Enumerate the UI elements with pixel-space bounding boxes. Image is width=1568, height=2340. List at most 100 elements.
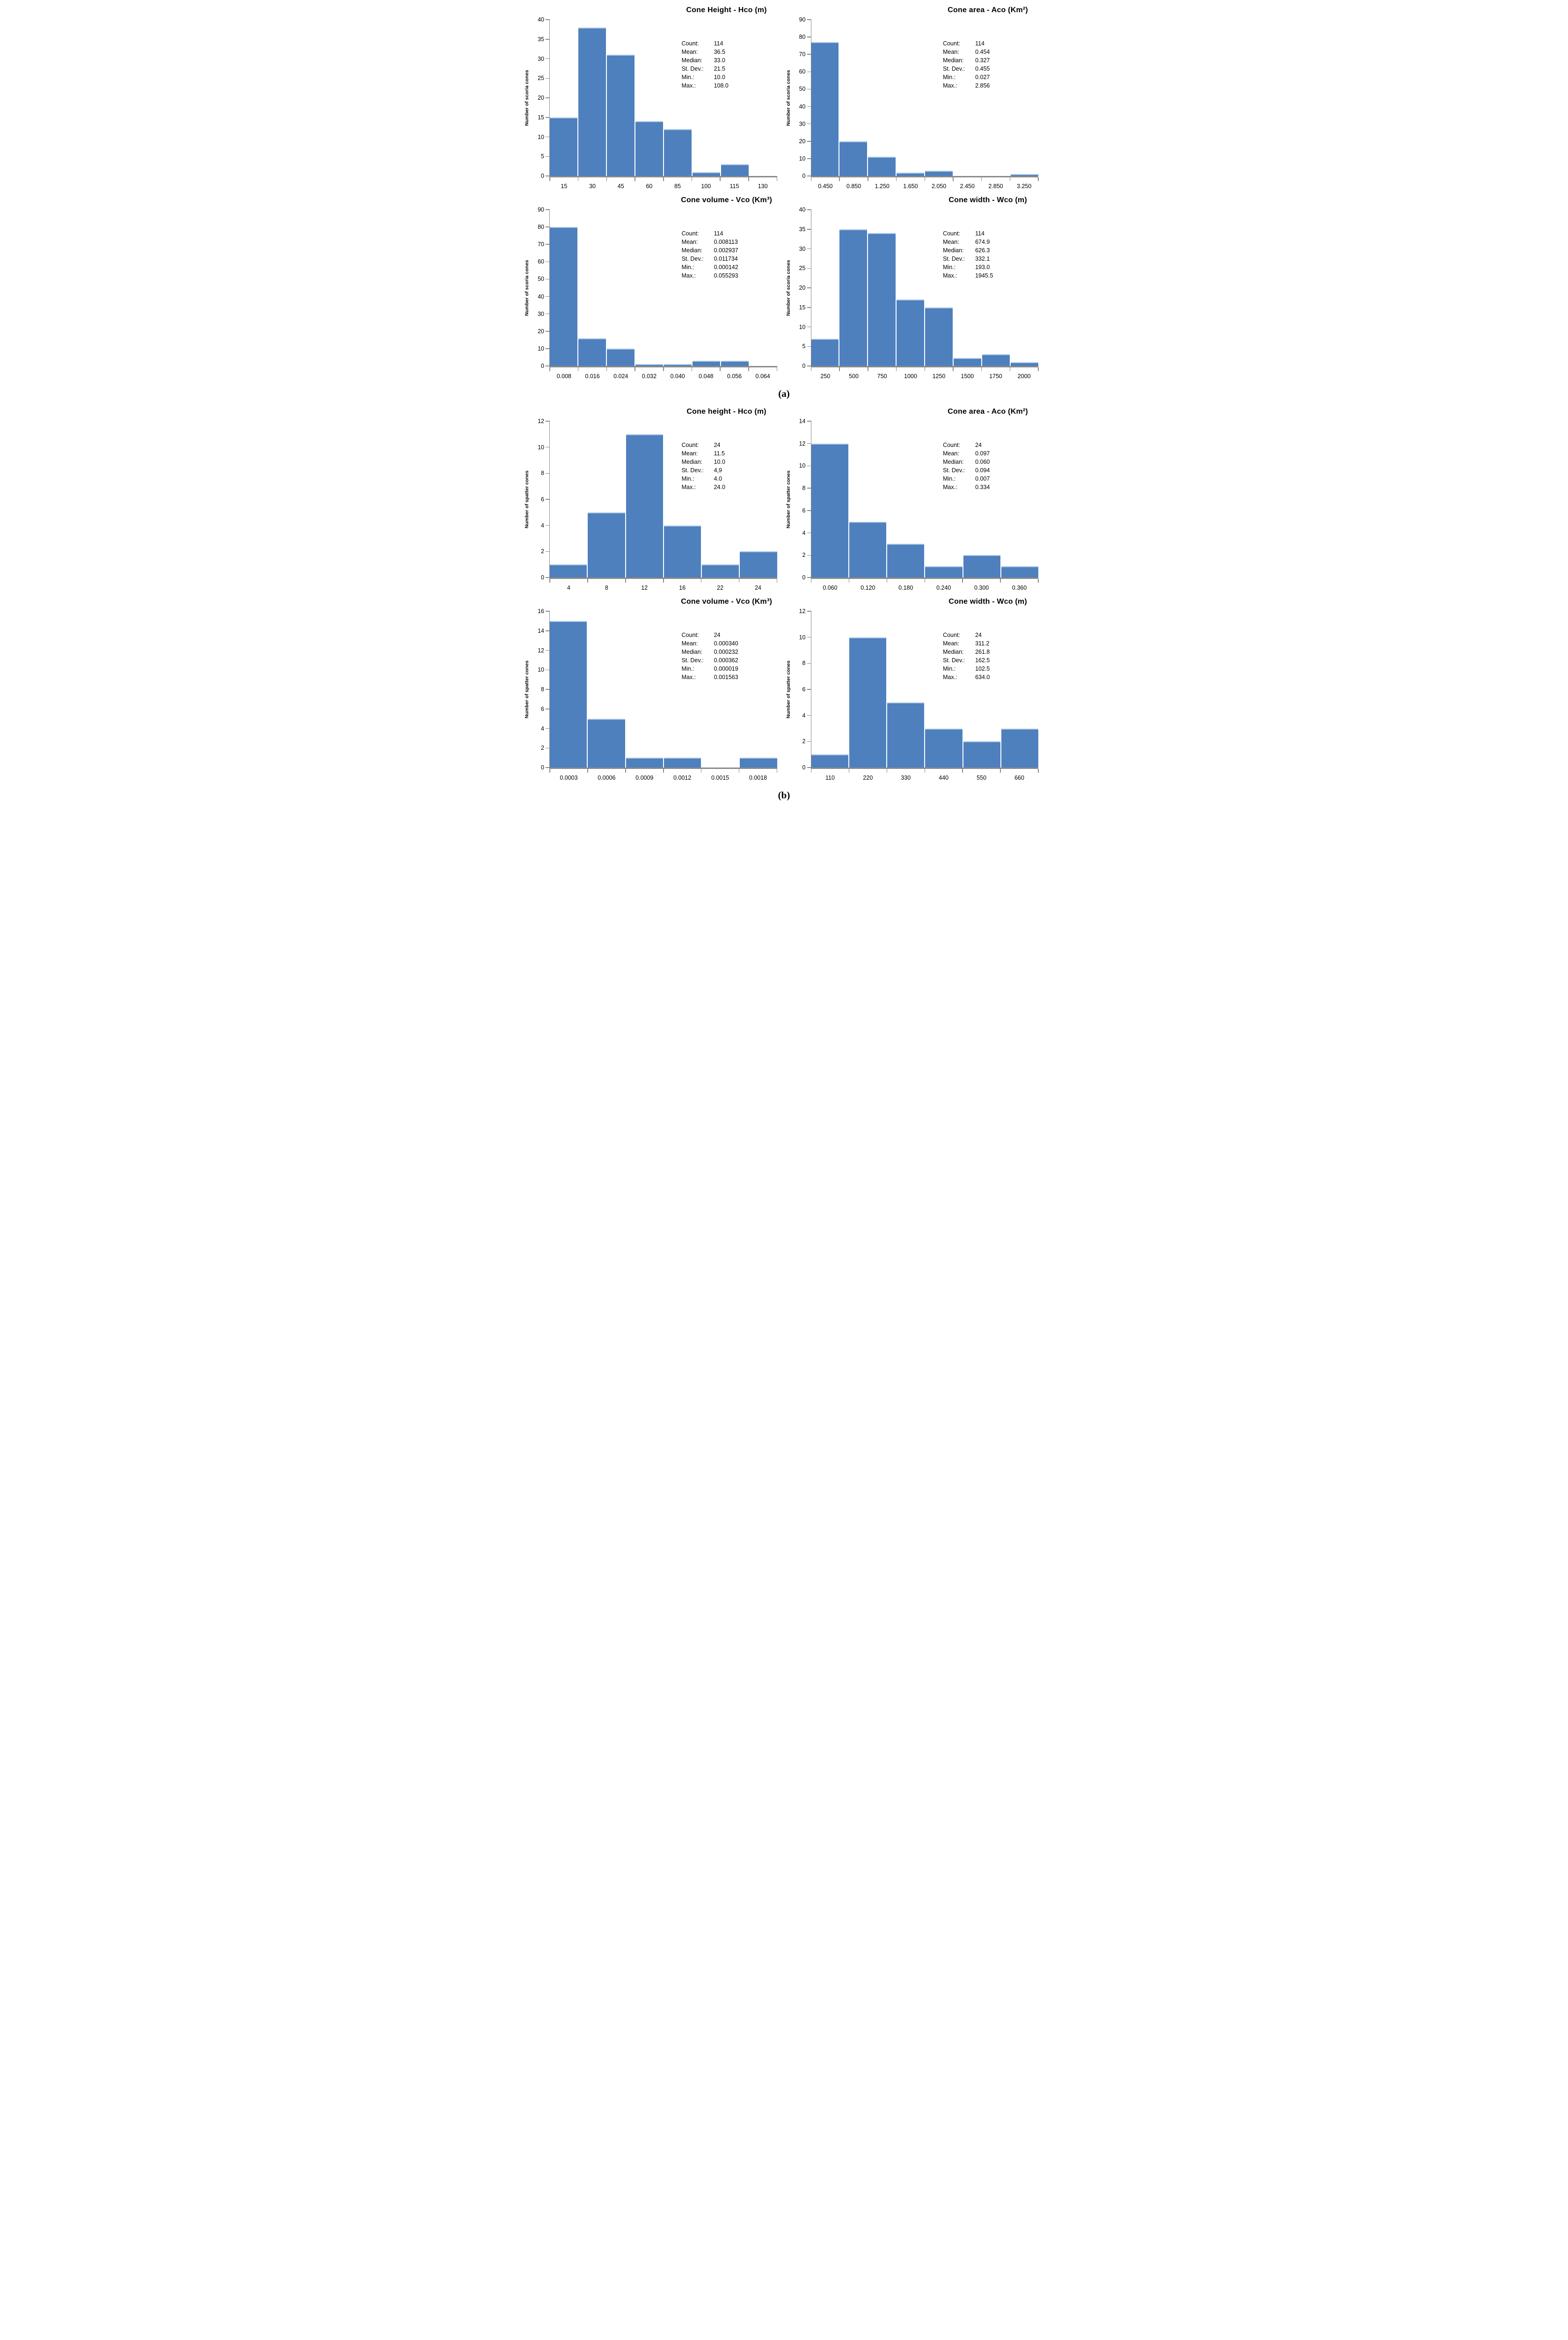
x-tick-mark (981, 367, 982, 371)
histogram-panel-a-cone-width: Cone width - Wco (m) Number of scoria con… (784, 193, 1045, 383)
bar-100 (692, 172, 720, 176)
x-tick-mark (700, 579, 702, 583)
x-tick-label: 24 (755, 585, 761, 591)
x-tick-mark (587, 579, 588, 583)
y-tick-label: 12 (538, 418, 544, 424)
bar-0.300 (963, 555, 1000, 578)
y-tick-mark (807, 715, 811, 716)
bar-1500 (954, 358, 982, 366)
x-tick-label: 440 (939, 775, 949, 781)
stat-label: St. Dev.: (681, 657, 704, 664)
stat-value: 261.8 (975, 649, 990, 655)
y-tick-label: 10 (799, 155, 806, 162)
stat-label: St. Dev.: (681, 467, 704, 474)
stat-value: 114 (714, 230, 723, 237)
x-tick-mark (810, 769, 812, 773)
y-tick-mark (807, 510, 811, 511)
y-tick-mark (546, 747, 550, 748)
stat-label: Count: (681, 230, 699, 237)
y-tick-mark (546, 650, 550, 651)
x-tick-mark (691, 177, 693, 181)
y-tick-mark (546, 78, 550, 79)
y-tick-label: 12 (799, 608, 806, 614)
stat-value: 0.060 (975, 459, 990, 465)
y-tick-label: 0 (802, 173, 806, 179)
x-tick-mark (962, 579, 963, 583)
stat-label: Count: (681, 40, 699, 47)
bars (550, 20, 777, 176)
y-axis-label: Number of spatter cones (785, 470, 791, 528)
x-tick-label: 15 (561, 183, 568, 190)
stat-value: 10.0 (714, 74, 725, 80)
stat-value: 24 (975, 632, 982, 638)
bar-0.040 (664, 364, 692, 366)
stat-label: Mean: (943, 640, 959, 647)
stat-value: 4,9 (714, 467, 722, 474)
y-tick-mark (546, 278, 550, 280)
x-tick-label: 2.850 (988, 183, 1003, 190)
stat-label: St. Dev.: (943, 66, 965, 72)
bar-1750 (982, 354, 1010, 366)
x-tick-mark (748, 177, 749, 181)
x-tick-mark (738, 769, 740, 773)
x-tick-label: 1750 (989, 373, 1002, 380)
y-tick-label: 15 (538, 114, 544, 121)
stat-value: 102.5 (975, 665, 990, 672)
x-tick-label: 60 (646, 183, 653, 190)
bar-550 (963, 741, 1000, 768)
bars (811, 210, 1038, 366)
stat-label: Max.: (681, 272, 696, 279)
y-axis-label: Number of spatter cones (524, 470, 530, 528)
stat-label: Median: (681, 57, 703, 64)
y-tick-mark (807, 54, 811, 55)
y-tick-label: 25 (799, 265, 806, 272)
plot-area: 0 5 10 15 20 25 30 35 40 250 500 750 1000 1250 1500 175… (799, 206, 1039, 380)
x-tick-label: 220 (863, 775, 873, 781)
x-tick-label: 0.048 (699, 373, 714, 380)
y-tick-mark (546, 669, 550, 670)
x-tick-mark (748, 367, 749, 371)
y-tick-label: 4 (541, 522, 544, 529)
stat-value: 0.455 (975, 66, 990, 72)
plot-area: 0 2 4 6 8 10 12 110 220 330 440 550 660 Count: 24 Mean:… (799, 608, 1039, 781)
bar-0.240 (925, 566, 963, 578)
histogram-grid: Cone Height - Hco (m) Number of scoria co… (523, 3, 1045, 806)
x-tick-label: 115 (729, 183, 739, 190)
x-tick-mark (810, 177, 812, 181)
stat-label: Mean: (681, 450, 698, 457)
bar-115 (721, 164, 749, 176)
y-tick-label: 6 (802, 507, 806, 514)
stat-label: Min.: (943, 264, 956, 271)
histogram-panel-a-cone-area: Cone area - Aco (Km²) Number of scoria co… (784, 3, 1045, 193)
bar-440 (925, 728, 963, 768)
chart-title: Cone area - Aco (Km²) (948, 6, 1028, 14)
x-tick-mark (886, 579, 888, 583)
x-tick-mark (1038, 579, 1039, 583)
bar-0.024 (606, 348, 634, 366)
y-tick-mark (546, 156, 550, 157)
bar-16 (664, 525, 701, 578)
x-tick-mark (634, 177, 635, 181)
y-tick-mark (546, 261, 550, 263)
x-tick-label: 0.024 (613, 373, 628, 380)
x-tick-label: 1000 (904, 373, 917, 380)
bar-0.056 (721, 360, 749, 366)
x-tick-label: 4 (567, 585, 570, 591)
bar-0.048 (692, 360, 720, 366)
bar-45 (606, 55, 634, 176)
stat-value: 4.0 (714, 475, 722, 482)
stat-value: 0.027 (975, 74, 990, 80)
y-tick-label: 50 (538, 276, 544, 283)
bar-500 (839, 229, 868, 366)
x-tick-label: 0.064 (755, 373, 770, 380)
y-tick-label: 10 (799, 634, 806, 641)
x-tick-mark (738, 579, 740, 583)
y-tick-label: 20 (538, 328, 544, 335)
y-tick-mark (807, 611, 811, 612)
x-tick-mark (625, 769, 626, 773)
x-tick-mark (962, 769, 963, 773)
bar-22 (702, 564, 739, 578)
x-tick-mark (1009, 177, 1011, 181)
stats-box: Count: 114 Mean: 0.008113 Median: 0.002937 St.… (682, 230, 738, 279)
y-tick-mark (807, 268, 811, 269)
